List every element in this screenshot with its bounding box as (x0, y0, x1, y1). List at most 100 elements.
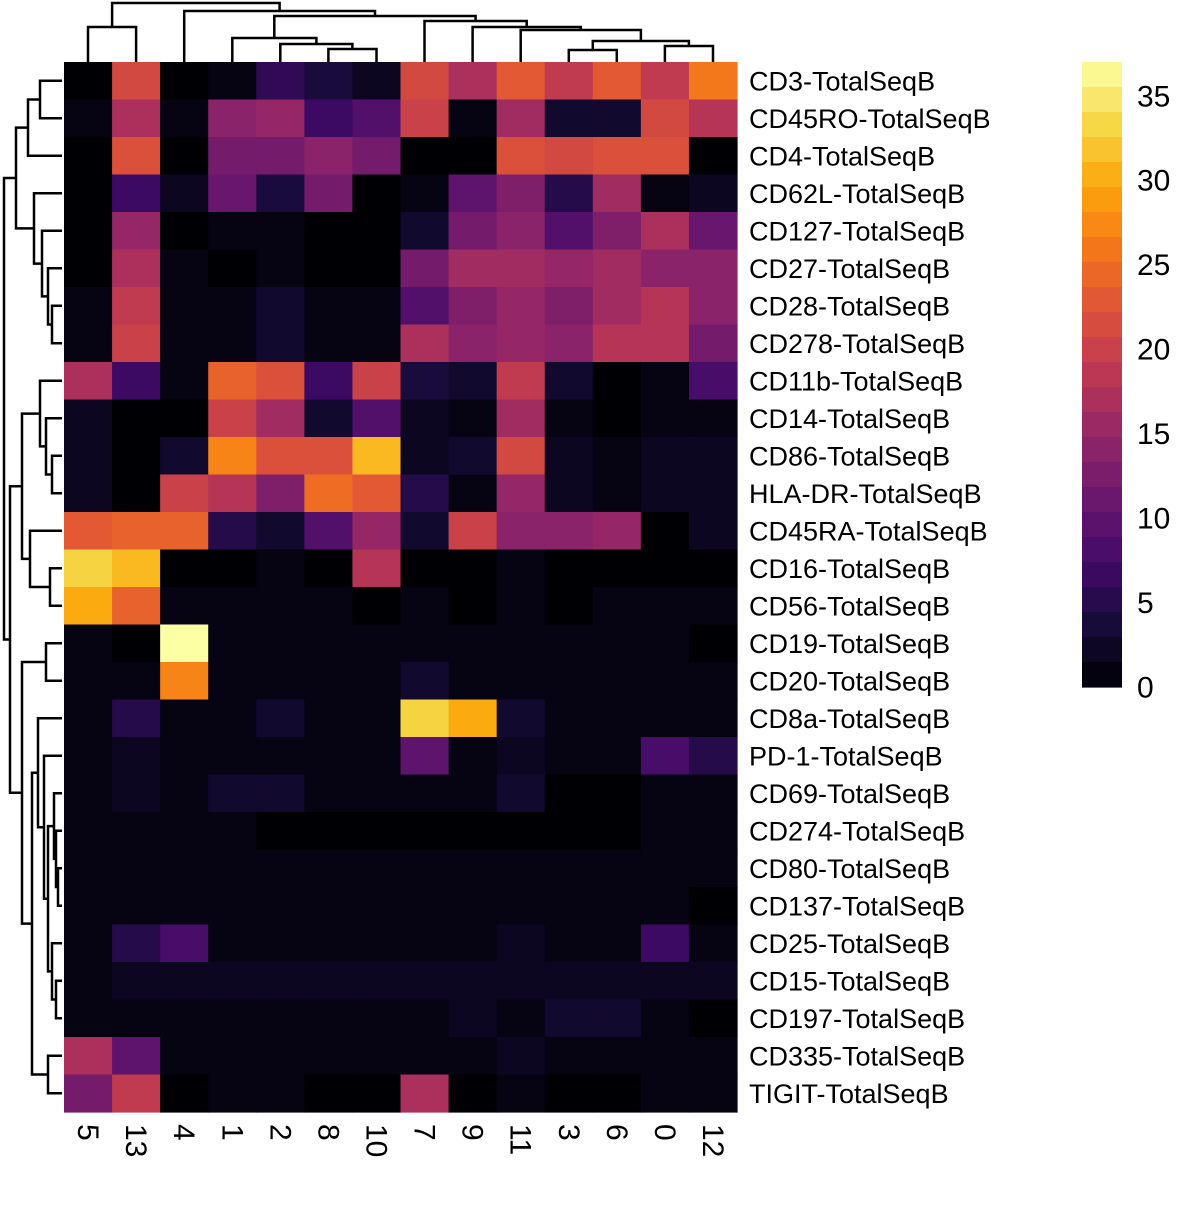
heatmap-cell (688, 962, 738, 1001)
heatmap-cell (544, 287, 594, 326)
heatmap-cell (544, 474, 594, 513)
heatmap-cell (160, 1037, 209, 1076)
heatmap-cell (496, 399, 546, 438)
column-dendrogram-branch (471, 25, 583, 62)
heatmap-cell (208, 99, 257, 138)
heatmap-cell (256, 662, 305, 701)
heatmap-cell (112, 662, 161, 701)
colorbar-segment (1082, 137, 1122, 163)
heatmap-cell (304, 624, 354, 663)
heatmap-cell (448, 1037, 498, 1076)
heatmap-cell (592, 1074, 642, 1113)
colorbar-segment (1082, 362, 1122, 388)
heatmap-cell (592, 924, 642, 963)
heatmap-cell (400, 437, 450, 476)
heatmap-cell (352, 362, 402, 401)
heatmap-cell (544, 249, 594, 288)
heatmap-cell (448, 699, 498, 738)
heatmap-cell (544, 1037, 594, 1076)
heatmap-cell (640, 662, 690, 701)
heatmap-cell (304, 362, 354, 401)
heatmap-cell (400, 849, 450, 888)
heatmap-cell (592, 324, 642, 363)
colorbar-tick-label: 35 (1137, 80, 1170, 113)
colorbar-segment (1082, 487, 1122, 513)
row-label: CD69-TotalSeqB (749, 779, 950, 809)
row-label: CD4-TotalSeqB (749, 141, 935, 171)
colorbar-tick-label: 30 (1137, 165, 1170, 198)
heatmap-cell (592, 287, 642, 326)
row-dendrogram-branch (52, 792, 62, 861)
heatmap-cell (64, 1074, 113, 1113)
heatmap-cell (208, 474, 257, 513)
heatmap-cell (256, 474, 305, 513)
heatmap-cell (256, 99, 305, 138)
heatmap-cell (640, 99, 690, 138)
heatmap-cell (64, 999, 113, 1038)
row-label: CD11b-TotalSeqB (749, 366, 963, 396)
heatmap-cell (496, 249, 546, 288)
row-label: CD15-TotalSeqB (749, 966, 950, 996)
row-label: CD3-TotalSeqB (749, 66, 935, 96)
heatmap-cell (496, 962, 546, 1001)
heatmap-cell (352, 1037, 402, 1076)
heatmap-cell (304, 174, 354, 213)
heatmap-cell (64, 887, 113, 926)
heatmap-cell (496, 999, 546, 1038)
heatmap-cell (112, 212, 161, 251)
heatmap-cell (400, 624, 450, 663)
heatmap-cell (208, 362, 257, 401)
heatmap-cell (400, 737, 450, 776)
heatmap-cell (640, 1074, 690, 1113)
heatmap-cell (256, 287, 305, 326)
heatmap-cell (64, 849, 113, 888)
row-label: TIGIT-TotalSeqB (749, 1079, 949, 1109)
column-dendrogram-branch (327, 47, 378, 62)
heatmap-cell (544, 174, 594, 213)
row-label: CD45RO-TotalSeqB (749, 104, 991, 134)
heatmap-cell (256, 699, 305, 738)
colorbar-tick-label: 0 (1137, 672, 1154, 705)
heatmap-cell (112, 624, 161, 663)
heatmap-cell (64, 137, 113, 176)
heatmap-cell (64, 812, 113, 851)
heatmap-cell (64, 287, 113, 326)
heatmap-cell (352, 887, 402, 926)
heatmap-cell (112, 249, 161, 288)
heatmap-cell (112, 437, 161, 476)
heatmap-cell (688, 662, 738, 701)
heatmap-cell (64, 962, 113, 1001)
heatmap-cell (592, 137, 642, 176)
heatmap-cells (64, 62, 738, 1113)
heatmap-cell (208, 437, 257, 476)
heatmap-cell (112, 849, 161, 888)
heatmap-cell (352, 174, 402, 213)
heatmap-cell (448, 437, 498, 476)
row-label: CD56-TotalSeqB (749, 591, 950, 621)
heatmap-cell (160, 399, 209, 438)
heatmap-cell (208, 624, 257, 663)
heatmap-cell (592, 512, 642, 551)
heatmap-cell (64, 399, 113, 438)
heatmap-cell (640, 924, 690, 963)
column-label: 1 (215, 1124, 248, 1141)
heatmap-cell (304, 512, 354, 551)
row-dendrogram-branch (26, 98, 62, 158)
row-dendrogram-branch (50, 304, 62, 345)
row-dendrogram-branch (44, 642, 62, 683)
heatmap-cell (544, 99, 594, 138)
heatmap-cell (112, 99, 161, 138)
heatmap-cell (400, 1037, 450, 1076)
row-dendrogram-branch (14, 126, 34, 230)
row-dendrogram-branch (48, 567, 62, 608)
colorbar-segment (1082, 337, 1122, 363)
heatmap-cell (160, 549, 209, 588)
row-dendrogram-branch (32, 192, 62, 265)
heatmap-cell (688, 1074, 738, 1113)
row-label: CD20-TotalSeqB (749, 666, 950, 696)
heatmap-cell (544, 62, 594, 101)
heatmap-cell (448, 324, 498, 363)
heatmap-cell (496, 474, 546, 513)
row-dendrogram-branch (2, 176, 16, 641)
heatmap-cell (544, 549, 594, 588)
